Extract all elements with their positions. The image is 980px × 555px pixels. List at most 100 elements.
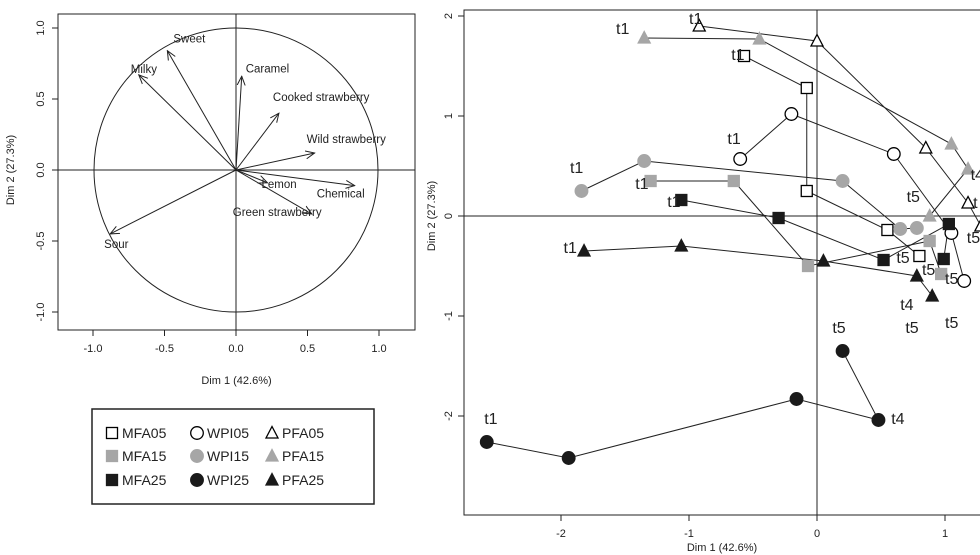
time-label: t5	[945, 271, 958, 288]
vector-label-wild-strawberry: Wild strawberry	[307, 134, 386, 146]
point-mfa15-4	[923, 234, 936, 248]
time-label: t5	[832, 320, 845, 337]
legend-label-mfa15: MFA15	[122, 448, 167, 464]
legend-label-pfa05: PFA05	[282, 425, 324, 441]
point-mfa25-1	[675, 193, 688, 207]
series-line-wpi25	[486, 350, 880, 459]
y-tick-label: 1.0	[35, 20, 47, 35]
vector-label-milky: Milky	[131, 64, 157, 76]
y-tick-label: 0	[443, 213, 455, 219]
vector-green-strawberry	[235, 169, 312, 214]
legend-marker-wpi05	[190, 426, 204, 440]
time-label: t4	[971, 167, 980, 184]
legend-marker-mfa05	[105, 426, 119, 440]
y-tick-label: 2	[443, 13, 455, 19]
point-mfa15-2	[727, 174, 740, 188]
point-pfa25-3	[816, 253, 831, 267]
point-wpi05-5	[957, 274, 972, 288]
point-mfa25-3	[877, 253, 890, 267]
vector-milky	[139, 75, 237, 171]
point-wpi15-2	[637, 154, 652, 168]
vector-caramel	[235, 76, 242, 171]
time-label: t1	[564, 240, 577, 257]
plot-frame	[463, 9, 980, 516]
legend-marker-pfa15	[264, 448, 280, 462]
point-wpi25-4	[871, 413, 886, 427]
point-mfa15-3	[801, 259, 815, 273]
point-pfa05-1	[692, 18, 707, 32]
point-pfa05-2	[809, 33, 825, 47]
y-axis-title: Dim 2 (27.3%)	[426, 181, 438, 251]
legend-label-mfa05: MFA05	[122, 425, 167, 441]
legend-label-pfa15: PFA15	[282, 448, 324, 464]
vector-wild-strawberry	[235, 153, 315, 171]
series-line-wpi15	[581, 160, 917, 230]
point-mfa15-5	[935, 267, 948, 281]
point-wpi25-3	[789, 392, 804, 406]
legend-label-wpi05: WPI05	[207, 425, 249, 441]
point-wpi05-1	[733, 152, 748, 166]
y-tick-label: -1.0	[35, 303, 47, 322]
point-wpi05-3	[886, 147, 901, 161]
legend-label-pfa25: PFA25	[282, 472, 324, 488]
x-tick-label: 0	[814, 528, 820, 540]
point-wpi05-2	[784, 107, 799, 121]
point-mfa05-4	[881, 223, 894, 237]
point-wpi15-3	[835, 174, 850, 188]
legend-label-wpi15: WPI15	[207, 448, 249, 464]
point-mfa15-1	[644, 174, 657, 188]
correlation-circle-panel: -1.0 -0.5 0.0 0.5 1.0 -1.0 -0.5 0.0 0.5 1.0 Dim 1 …	[5, 13, 416, 387]
y-tick-label: -2	[443, 411, 455, 421]
point-mfa25-2	[772, 211, 785, 225]
time-label: t5	[905, 320, 918, 337]
y-tick-label: 0.0	[35, 162, 47, 177]
point-mfa25-4	[942, 217, 955, 231]
legend-marker-wpi15	[190, 449, 204, 463]
x-axis-title: Dim 1 (42.6%)	[687, 542, 757, 554]
point-mfa05-5	[913, 249, 926, 263]
time-label: t5	[907, 189, 920, 206]
time-label: t1	[689, 11, 702, 28]
time-label: t1	[667, 194, 680, 211]
time-label: t4	[900, 297, 913, 314]
time-label: t1	[484, 411, 497, 428]
time-label: t1	[635, 176, 648, 193]
x-axis-title: Dim 1 (42.6%)	[201, 375, 271, 387]
legend-frame	[91, 408, 375, 505]
point-wpi15-5	[909, 221, 924, 235]
time-label: t5	[945, 315, 958, 332]
x-tick-label: -1	[684, 528, 694, 540]
time-label: t1	[731, 47, 744, 64]
point-wpi25-5	[835, 344, 850, 358]
point-pfa25-4	[909, 268, 924, 282]
legend-marker-pfa25	[264, 472, 280, 486]
legend-label-mfa25: MFA25	[122, 472, 167, 488]
point-mfa05-3	[800, 184, 813, 198]
point-pfa15-1	[637, 30, 652, 44]
vector-label-caramel: Caramel	[246, 63, 289, 75]
vector-label-chemical: Chemical	[317, 189, 365, 201]
point-pfa25-1	[576, 243, 592, 257]
legend-marker-mfa15	[105, 449, 119, 463]
series-line-pfa25	[584, 245, 933, 297]
time-label: t5	[922, 262, 935, 279]
vector-sweet	[167, 51, 237, 171]
vector-label-sour: Sour	[104, 239, 128, 251]
point-pfa15-2	[752, 31, 767, 45]
y-tick-label: -1	[443, 311, 455, 321]
x-tick-label: 1	[942, 528, 948, 540]
vector-label-green-strawberry: Green strawberry	[233, 207, 322, 219]
legend-marker-mfa25	[105, 473, 119, 487]
individuals-map-panel: t1 t1 t1 t1 t1 t1 t1 t1 t1 t5 t5 t5 t4 t5 t5 t5 t5 t4 t t5 t…	[426, 9, 980, 554]
point-mfa25-5	[937, 252, 950, 266]
x-tick-label: 1.0	[371, 343, 386, 355]
time-label: t4	[891, 411, 904, 428]
legend: MFA05 WPI05 PFA05 MFA15 WPI15 PFA15 MFA25 WPI25…	[91, 408, 375, 505]
point-pfa15-5	[922, 208, 937, 222]
vector-label-cooked-strawberry: Cooked strawberry	[273, 92, 370, 104]
time-label: t5	[896, 250, 909, 267]
time-label: t1	[727, 131, 740, 148]
legend-label-wpi25: WPI25	[207, 472, 249, 488]
point-pfa05-5	[973, 219, 980, 232]
y-tick-label: 1	[443, 113, 455, 119]
